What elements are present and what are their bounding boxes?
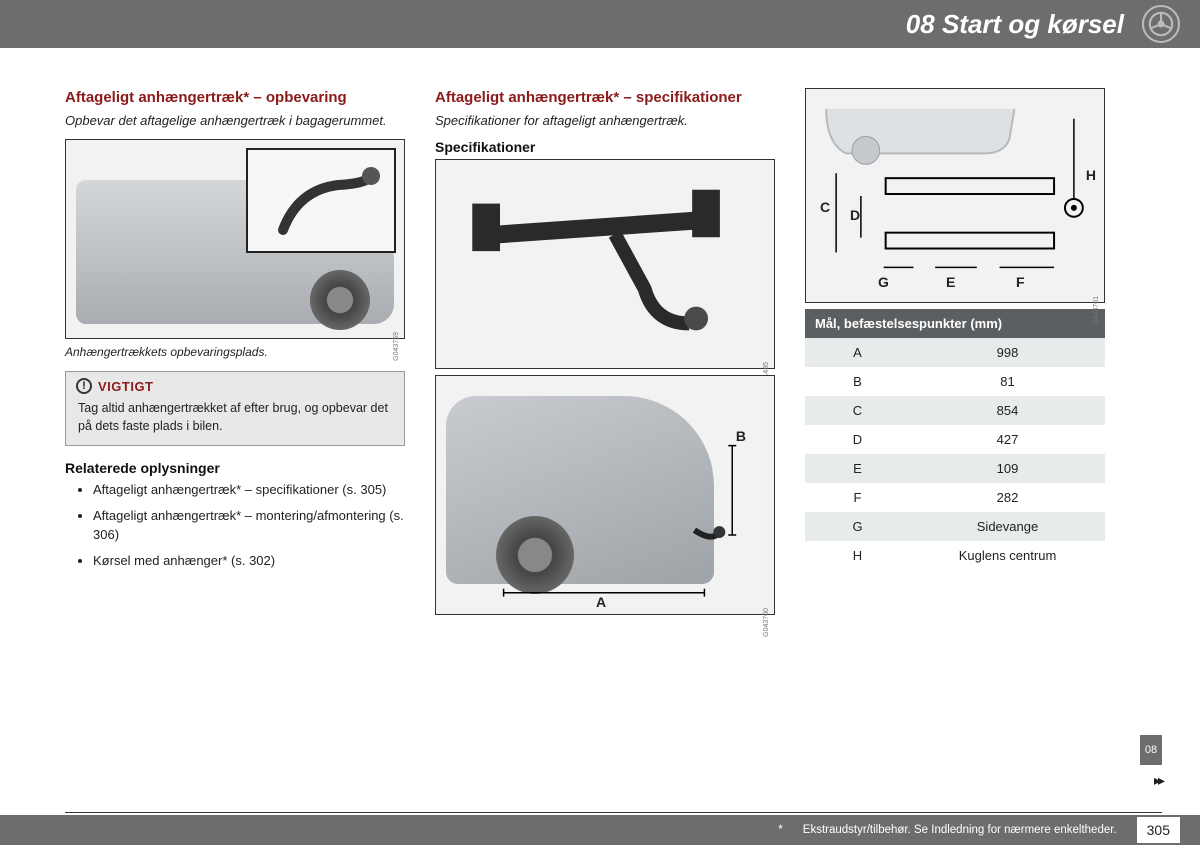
continue-arrows-icon: ▸▸ [1154,772,1162,789]
dimension-label-e: E [946,274,955,290]
dimension-label-b: B [736,428,746,444]
section-intro-spec: Specifikationer for aftageligt anhængert… [435,112,775,130]
chapter-title: 08 Start og kørsel [906,9,1124,40]
table-row: A998 [805,338,1105,367]
figure-towbar-part: G021485 [435,159,775,369]
table-row: B81 [805,367,1105,396]
image-code: G043759 [393,332,400,361]
related-list: Aftageligt anhængertræk* – specifikation… [65,480,405,570]
section-intro-storage: Opbevar det aftagelige anhængertræk i ba… [65,112,405,130]
column-diagram-table: C D G E F H G043761 Mål, befæstelsespunk… [805,88,1105,621]
related-item: Aftageligt anhængertræk* – specifikation… [93,480,405,500]
table-row: E109 [805,454,1105,483]
spec-subheading: Specifikationer [435,139,775,155]
page-number: 305 [1137,817,1180,843]
related-item: Kørsel med anhænger* (s. 302) [93,551,405,571]
table-row: F282 [805,483,1105,512]
image-code: G043760 [763,608,770,637]
section-title-storage: Aftageligt anhængertræk* – opbevaring [65,88,405,108]
footnote-star: * [778,824,782,836]
column-storage: Aftageligt anhængertræk* – opbevaring Op… [65,88,405,621]
column-specifications: Aftageligt anhængertræk* – specifikation… [435,88,775,621]
footnote-text: Ekstraudstyr/tilbehør. Se Indledning for… [803,824,1117,836]
steering-wheel-icon [1142,5,1180,43]
related-heading: Relaterede oplysninger [65,460,405,476]
figure-storage: G043759 [65,139,405,339]
chapter-side-tab: 08 [1140,735,1162,765]
figure-car-dimensions-ab: A B G043760 [435,375,775,615]
footer-rule [65,812,1162,813]
table-row: HKuglens centrum [805,541,1105,570]
dimension-label-h: H [1086,167,1096,183]
dimension-label-d: D [850,207,860,223]
important-icon: ! [76,378,92,394]
page-content: Aftageligt anhængertræk* – opbevaring Op… [0,48,1200,621]
important-body: Tag altid anhængertrækket af efter brug,… [66,396,404,445]
table-row: GSidevange [805,512,1105,541]
figure-caption-storage: Anhængertrækkets opbevaringsplads. [65,345,405,359]
page-header: 08 Start og kørsel [0,0,1200,48]
table-header: Mål, befæstelsespunkter (mm) [805,309,1105,338]
dimension-label-f: F [1016,274,1025,290]
specifications-table: Mål, befæstelsespunkter (mm) A998 B81 C8… [805,309,1105,570]
dimension-label-c: C [820,199,830,215]
table-row: C854 [805,396,1105,425]
important-label: VIGTIGT [98,379,154,394]
table-row: D427 [805,425,1105,454]
dimension-label-a: A [596,594,606,610]
related-item: Aftageligt anhængertræk* – montering/afm… [93,506,405,545]
page-footer: * Ekstraudstyr/tilbehør. Se Indledning f… [0,815,1200,845]
section-title-spec: Aftageligt anhængertræk* – specifikation… [435,88,775,108]
important-box: ! VIGTIGT Tag altid anhængertrækket af e… [65,371,405,446]
dimension-label-g: G [878,274,889,290]
image-code: G043761 [1093,296,1100,325]
figure-inset-hitch [246,148,396,253]
figure-mounting-diagram: C D G E F H G043761 [805,88,1105,303]
